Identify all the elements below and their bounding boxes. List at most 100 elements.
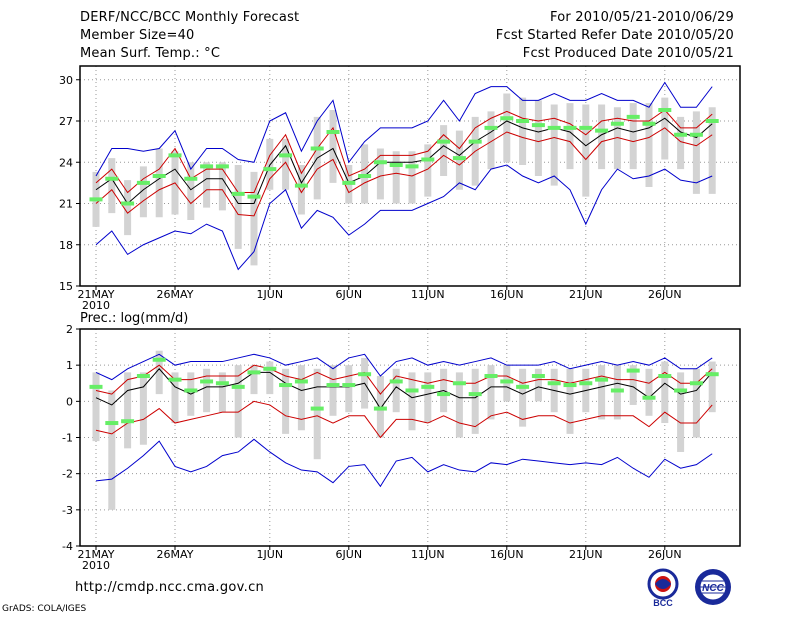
prec-xtick-label: 26MAY xyxy=(157,548,194,561)
variable-label: Mean Surf. Temp.: °C xyxy=(80,46,221,61)
prec-xtick-label: 1JUN xyxy=(257,548,284,561)
prec-line-max xyxy=(95,353,713,381)
temp-marker xyxy=(215,164,229,169)
temp-spread-box xyxy=(455,130,463,190)
prec-marker xyxy=(642,395,656,400)
prec-marker xyxy=(626,368,640,373)
prec-ytick-label: -3 xyxy=(62,504,73,517)
prec-spread-box xyxy=(171,372,179,424)
prec-spread-box xyxy=(203,368,211,413)
temp-marker xyxy=(500,116,514,121)
temp-spread-box xyxy=(487,111,495,170)
temp-marker xyxy=(421,157,435,162)
prec-spread-box xyxy=(297,365,305,431)
temp-spread-box xyxy=(708,107,716,194)
temp-marker xyxy=(705,119,719,123)
prec-xtick-label: 21JUN xyxy=(569,548,603,561)
prec-marker xyxy=(405,388,419,393)
member-size: Member Size=40 xyxy=(80,28,195,43)
prec-spread-box xyxy=(266,361,274,395)
refer-date: Fcst Started Refer Date 2010/05/20 xyxy=(495,28,734,43)
temp-spread-box xyxy=(108,158,116,214)
temp-line-mean xyxy=(95,117,713,205)
prec-marker xyxy=(674,388,688,393)
prec-spread-box xyxy=(155,350,163,395)
prec-marker xyxy=(342,383,356,388)
temp-marker xyxy=(358,174,372,178)
temp-marker xyxy=(452,156,466,161)
prec-marker xyxy=(152,357,166,362)
prec-marker xyxy=(184,388,198,393)
temp-marker xyxy=(531,123,545,128)
chart-title: DERF/NCC/BCC Monthly Forecast xyxy=(80,10,300,25)
prec-spread-box xyxy=(455,372,463,438)
temp-marker xyxy=(263,167,277,172)
temp-spread-box xyxy=(424,144,432,197)
temp-spread-box xyxy=(282,138,290,190)
prec-marker xyxy=(136,374,150,379)
temp-marker xyxy=(279,153,293,158)
prec-marker xyxy=(326,383,340,388)
prec-marker xyxy=(389,379,403,384)
temp-ytick-label: 15 xyxy=(59,280,73,293)
temp-spread-box xyxy=(661,97,669,160)
source-url: http://cmdp.ncc.cma.gov.cn xyxy=(75,580,265,595)
prec-spread-box xyxy=(471,368,479,434)
prec-marker xyxy=(658,374,672,379)
temp-spread-box xyxy=(376,148,384,200)
temp-marker xyxy=(294,183,308,188)
temp-marker xyxy=(674,132,688,137)
prec-marker xyxy=(484,374,498,379)
prec-ytick-label: -2 xyxy=(62,468,73,481)
prec-marker xyxy=(579,381,593,386)
temp-ytick-label: 27 xyxy=(59,115,73,128)
prec-ytick-label: 0 xyxy=(66,395,73,408)
prec-line-mean xyxy=(95,368,713,410)
temp-marker xyxy=(468,139,482,144)
temp-spread-box xyxy=(629,103,637,170)
prec-marker xyxy=(421,384,435,389)
prec-spread-box xyxy=(124,372,132,449)
temp-spread-box xyxy=(503,93,511,163)
temp-marker xyxy=(184,176,198,181)
temp-line-lower xyxy=(95,127,713,217)
prec-spread-box xyxy=(645,368,653,416)
temp-ytick-label: 24 xyxy=(59,156,73,169)
prec-spread-box xyxy=(566,368,574,434)
temp-xtick-label: 16JUN xyxy=(490,288,524,301)
temp-spread-box xyxy=(392,151,400,204)
prec-xtick-label: 11JUN xyxy=(411,548,445,561)
temp-spread-box xyxy=(361,144,369,204)
prec-marker xyxy=(247,370,261,375)
forecast-period: For 2010/05/21-2010/06/29 xyxy=(550,10,734,25)
temp-spread-box xyxy=(187,162,195,220)
temp-marker xyxy=(373,160,387,165)
prec-xtick-label: 6JUN xyxy=(336,548,363,561)
prec-marker xyxy=(121,419,135,424)
prec-marker xyxy=(231,384,245,389)
prec-spread-box xyxy=(282,368,290,434)
temp-ytick-label: 30 xyxy=(59,74,73,87)
temp-line-upper xyxy=(95,109,713,194)
temp-spread-box xyxy=(550,104,558,186)
temp-marker xyxy=(231,191,245,196)
temp-marker xyxy=(405,164,419,169)
prec-spread-box xyxy=(519,368,527,427)
prec-panel-title: Prec.: log(mm/d) xyxy=(80,311,188,326)
prec-marker xyxy=(500,379,514,384)
temp-xtick-label: 26MAY xyxy=(157,288,194,301)
prec-marker xyxy=(468,392,482,397)
prec-spread-box xyxy=(487,365,495,420)
prec-plot-frame xyxy=(79,328,741,547)
temp-spread-box xyxy=(124,180,132,236)
temp-xtick-label: 21JUN xyxy=(569,288,603,301)
temp-spread-box xyxy=(613,107,621,170)
temp-marker xyxy=(547,125,561,130)
temp-spread-box xyxy=(692,111,700,194)
prec-xtick-label: 21MAY xyxy=(78,548,115,561)
prec-marker xyxy=(373,406,387,411)
temp-marker xyxy=(626,114,640,119)
prec-spread-box xyxy=(108,390,116,510)
temp-xtick-label: 6JUN xyxy=(336,288,363,301)
temp-marker xyxy=(89,197,103,202)
